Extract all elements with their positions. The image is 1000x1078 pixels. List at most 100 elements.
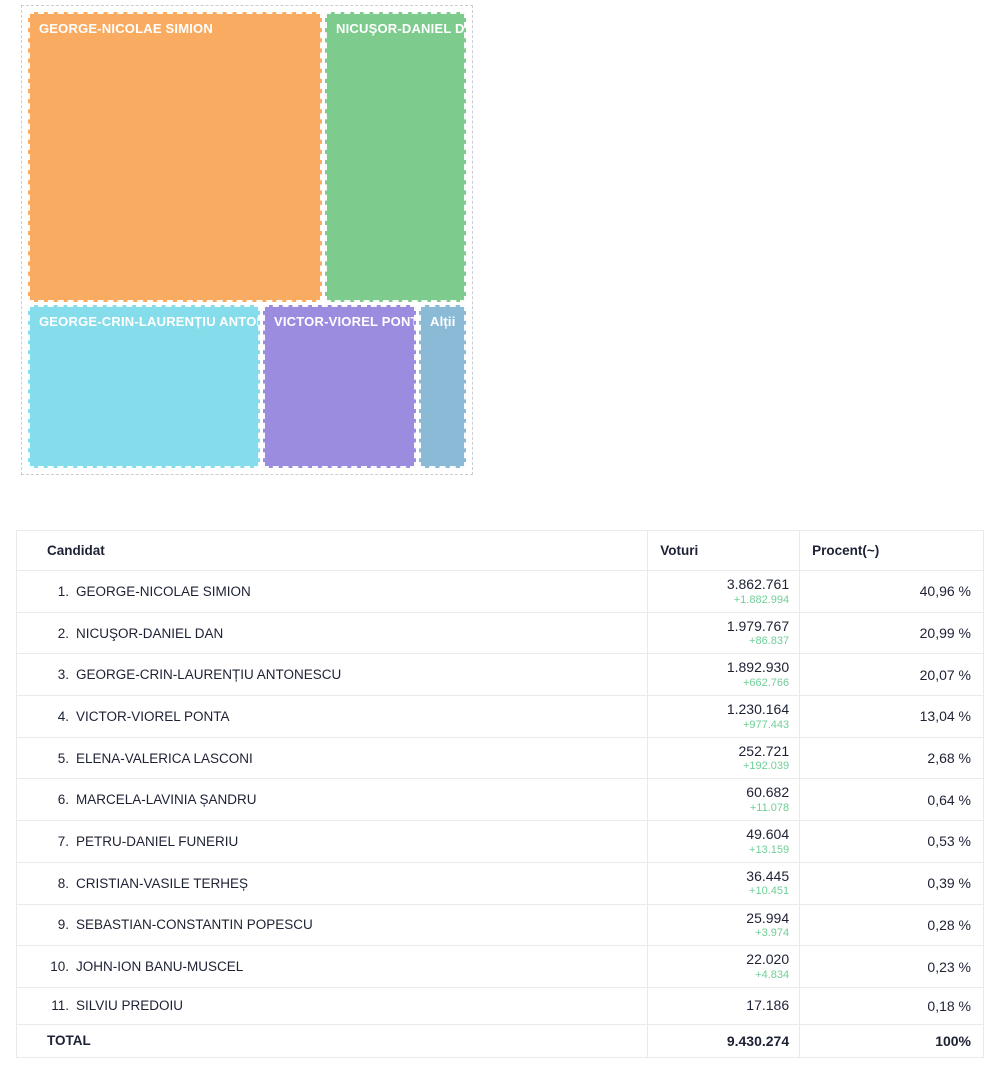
table-row: 3. GEORGE-CRIN-LAURENȚIU ANTONESCU 1.892.9…	[15, 653, 984, 697]
table-row: 1. GEORGE-NICOLAE SIMION 3.862.761 +1.882.9…	[15, 570, 984, 613]
table-row: 6. MARCELA-LAVINIA ȘANDRU 60.682 +11.078 0,6…	[15, 778, 984, 822]
vote-delta: +11.078	[749, 801, 790, 814]
page: GEORGE-NICOLAE SIMION NICUŞOR-DANIEL DAN…	[0, 5, 1000, 1058]
candidate-rank: 1.	[57, 583, 69, 599]
percent-cell: 0,53 %	[799, 820, 984, 863]
candidate-rank: 3.	[57, 667, 69, 683]
candidate-rank: 9.	[57, 917, 69, 933]
votes-cell: 1.230.164 +977.443	[647, 695, 801, 738]
candidate-cell: 3. GEORGE-CRIN-LAURENȚIU ANTONESCU	[15, 653, 649, 697]
candidate-cell: 7. PETRU-DANIEL FUNERIU	[15, 820, 649, 863]
candidate-name: SEBASTIAN-CONSTANTIN POPESCU	[76, 917, 313, 933]
vote-count: 252.721	[738, 742, 790, 759]
candidate-name: PETRU-DANIEL FUNERIU	[76, 833, 239, 849]
candidate-name: NICUŞOR-DANIEL DAN	[76, 625, 224, 641]
treemap-block-label: VICTOR-VIOREL PONTA	[274, 314, 416, 329]
candidate-name: JOHN-ION BANU-MUSCEL	[76, 959, 244, 975]
candidate-cell: 8. CRISTIAN-VASILE TERHEȘ	[15, 861, 649, 905]
treemap-block-label: NICUŞOR-DANIEL DAN	[336, 21, 465, 36]
votes-cell: 17.186	[647, 986, 801, 1025]
candidate-cell: 1. GEORGE-NICOLAE SIMION	[15, 570, 649, 613]
candidate-cell: 5. ELENA-VALERICA LASCONI	[15, 736, 649, 780]
vote-delta: +3.974	[755, 927, 790, 939]
vote-delta: +977.443	[742, 718, 790, 731]
vote-count: 60.682	[746, 784, 790, 801]
votes-cell: 3.862.761 +1.882.994	[647, 570, 801, 613]
candidate-cell: 2. NICUŞOR-DANIEL DAN	[15, 611, 649, 655]
candidate-rank: 11.	[51, 998, 69, 1014]
table-row: 10. JOHN-ION BANU-MUSCEL 22.020 +4.834 0,23 …	[15, 945, 984, 988]
candidate-rank: 10.	[50, 959, 69, 975]
vote-count: 1.892.930	[726, 659, 790, 676]
percent-cell: 0,23 %	[799, 945, 984, 988]
vote-delta: +4.834	[755, 968, 790, 981]
candidate-cell: 4. VICTOR-VIOREL PONTA	[15, 695, 649, 738]
candidate-rank: 5.	[57, 750, 69, 766]
treemap-block-altii[interactable]: Alții	[419, 305, 466, 468]
treemap-block-antonescu[interactable]: GEORGE-CRIN-LAURENȚIU ANTONESCU	[28, 305, 260, 468]
table-row: 4. VICTOR-VIOREL PONTA 1.230.164 +977.443 13…	[15, 695, 984, 738]
vote-delta: +192.039	[742, 760, 790, 773]
percent-cell: 13,04 %	[799, 695, 984, 738]
vote-delta: +662.766	[742, 676, 790, 689]
percent-cell: 0,39 %	[799, 861, 984, 905]
treemap-row-bottom: GEORGE-CRIN-LAURENȚIU ANTONESCU VICTOR-V…	[28, 305, 466, 468]
table-row: 2. NICUŞOR-DANIEL DAN 1.979.767 +86.837 20,9…	[15, 611, 984, 655]
votes-cell: 60.682 +11.078	[647, 778, 801, 822]
column-header-candidat: Candidat	[15, 530, 649, 571]
vote-count: 36.445	[746, 867, 790, 884]
table-row: 9. SEBASTIAN-CONSTANTIN POPESCU 25.994 +3.9…	[15, 903, 984, 947]
percent-cell: 40,96 %	[799, 570, 984, 613]
votes-cell: 25.994 +3.974	[647, 903, 801, 947]
candidate-cell: 10. JOHN-ION BANU-MUSCEL	[15, 945, 649, 988]
votes-cell: 1.979.767 +86.837	[647, 611, 801, 655]
treemap-container: GEORGE-NICOLAE SIMION NICUŞOR-DANIEL DAN…	[21, 5, 473, 475]
total-percent: 100%	[799, 1023, 984, 1058]
percent-cell: 2,68 %	[799, 736, 984, 780]
votes-cell: 252.721 +192.039	[647, 736, 801, 780]
vote-count: 49.604	[746, 826, 790, 843]
percent-cell: 20,99 %	[799, 611, 984, 655]
results-table: Candidat Voturi Procent(~) 1. GEORGE-NICO…	[15, 530, 984, 1058]
treemap-block-label: GEORGE-NICOLAE SIMION	[39, 21, 213, 36]
table-row: 8. CRISTIAN-VASILE TERHEȘ 36.445 +10.451 0,3…	[15, 861, 984, 905]
votes-cell: 36.445 +10.451	[647, 861, 801, 905]
candidate-rank: 7.	[57, 833, 69, 849]
vote-count: 17.186	[746, 997, 790, 1014]
treemap-block-ponta[interactable]: VICTOR-VIOREL PONTA	[263, 305, 416, 468]
treemap-block-simion[interactable]: GEORGE-NICOLAE SIMION	[28, 12, 322, 302]
candidate-name: VICTOR-VIOREL PONTA	[76, 708, 230, 724]
percent-cell: 20,07 %	[799, 653, 984, 697]
candidate-rank: 6.	[57, 792, 69, 808]
total-label: TOTAL	[15, 1023, 649, 1058]
vote-count: 22.020	[746, 951, 790, 968]
votes-cell: 1.892.930 +662.766	[647, 653, 801, 697]
vote-delta: +1.882.994	[733, 593, 790, 606]
vote-count: 3.862.761	[726, 576, 790, 592]
candidate-name: ELENA-VALERICA LASCONI	[76, 750, 253, 766]
treemap-block-dan[interactable]: NICUŞOR-DANIEL DAN	[325, 12, 466, 302]
percent-cell: 0,18 %	[799, 986, 984, 1025]
candidate-cell: 11. SILVIU PREDOIU	[15, 986, 649, 1025]
vote-delta: +13.159	[749, 843, 790, 856]
candidate-name: GEORGE-NICOLAE SIMION	[76, 583, 251, 599]
treemap-chart: GEORGE-NICOLAE SIMION NICUŞOR-DANIEL DAN…	[28, 12, 466, 468]
table-header-row: Candidat Voturi Procent(~)	[15, 530, 984, 571]
candidate-name: MARCELA-LAVINIA ȘANDRU	[76, 792, 257, 808]
candidate-rank: 4.	[57, 708, 69, 724]
candidate-name: GEORGE-CRIN-LAURENȚIU ANTONESCU	[76, 667, 342, 683]
percent-cell: 0,64 %	[799, 778, 984, 822]
vote-delta: +86.837	[749, 635, 790, 648]
candidate-name: CRISTIAN-VASILE TERHEȘ	[76, 875, 249, 891]
total-row: TOTAL 9.430.274 100%	[15, 1023, 984, 1058]
candidate-cell: 9. SEBASTIAN-CONSTANTIN POPESCU	[15, 903, 649, 947]
votes-cell: 49.604 +13.159	[647, 820, 801, 863]
candidate-cell: 6. MARCELA-LAVINIA ȘANDRU	[15, 778, 649, 822]
candidate-rank: 2.	[57, 625, 69, 641]
column-header-voturi: Voturi	[647, 530, 801, 571]
treemap-row-top: GEORGE-NICOLAE SIMION NICUŞOR-DANIEL DAN	[28, 12, 466, 302]
vote-delta: +10.451	[749, 885, 790, 898]
column-header-procent: Procent(~)	[799, 530, 984, 571]
votes-cell: 22.020 +4.834	[647, 945, 801, 988]
treemap-block-label: GEORGE-CRIN-LAURENȚIU ANTONESCU	[39, 314, 258, 329]
